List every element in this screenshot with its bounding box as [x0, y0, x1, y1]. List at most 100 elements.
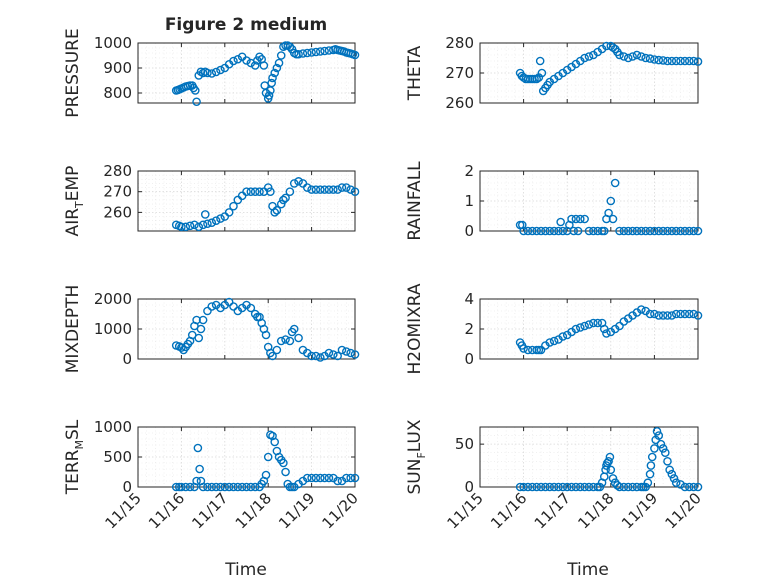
panel-7-data-point — [320, 473, 329, 483]
panel-3: 260 270 280 AIRTEMP — [63, 162, 360, 236]
panel-4-data-point — [667, 226, 677, 236]
panel-8-data-point — [647, 452, 657, 462]
panel-4-data-point — [615, 226, 624, 236]
panel-6-data-point — [676, 309, 685, 319]
panel-4-data-point — [580, 214, 589, 224]
panel-1-ytick-label: 1000 — [94, 34, 132, 52]
panel-2-data-point — [641, 53, 650, 63]
panel-1-data-point — [267, 78, 276, 88]
panel-2-axes-box — [479, 42, 699, 104]
panel-7-data-point — [224, 482, 234, 492]
panel-5-data-point — [281, 335, 290, 344]
panel-1-data-point — [298, 49, 308, 58]
panel-6-y-axis-label: H2OMIXRA — [405, 283, 425, 374]
panel-4-ytick-label: 1 — [464, 192, 474, 210]
panel-7-data-point — [171, 482, 181, 492]
panel-3-data-point — [242, 187, 251, 196]
panel-6-data-point — [615, 321, 624, 331]
panel-6-data-point — [684, 309, 694, 319]
panel-7-data-point — [270, 437, 280, 447]
panel-4-series — [515, 178, 703, 236]
panel-8-data-point — [610, 478, 620, 488]
panel-8-data-point — [676, 480, 685, 489]
panel-6-data-point — [549, 336, 559, 346]
panel-4-data-point — [604, 208, 613, 218]
panel-8-data-point — [663, 456, 672, 466]
panel-7-data-point — [261, 470, 271, 480]
panel-4-data-point — [589, 226, 598, 236]
panel-3-data-point — [337, 183, 347, 192]
panel-3-data-point — [194, 222, 204, 232]
panel-7-axes-box — [137, 426, 356, 488]
panel-7-data-point — [207, 482, 217, 492]
panel-4-data-point — [632, 226, 642, 236]
panel-8-xtick-label: 11/16 — [487, 489, 530, 532]
panel-7-data-point — [350, 473, 360, 483]
panel-4-data-point — [558, 226, 568, 236]
panel-8-data-point — [628, 482, 637, 492]
panel-2-data-point — [580, 53, 589, 63]
panel-7-data-point — [237, 482, 247, 492]
panel-4-data-point — [680, 226, 690, 236]
panel-4-data-point — [523, 226, 533, 236]
panel-7-data-point — [229, 482, 238, 492]
panel-2-ytick-label: 270 — [445, 64, 474, 82]
panel-1-data-point — [264, 91, 274, 100]
panel-8-data-point — [615, 482, 624, 492]
panel-3-data-point — [224, 208, 234, 217]
panel-6-data-point — [680, 309, 690, 319]
panel-6-data-point — [645, 309, 655, 319]
panel-5-data-point — [328, 350, 338, 359]
panel-8-data-point — [575, 482, 585, 492]
panel-7-data-point — [246, 482, 256, 492]
panel-3-data-point — [263, 183, 273, 192]
panel-7-data-point — [192, 476, 201, 486]
panel-4-data-point — [676, 226, 685, 236]
panel-4-axes-box — [479, 170, 699, 232]
panel-2-data-point — [632, 50, 642, 60]
panel-8-ytick-label: 0 — [464, 478, 474, 496]
panel-8-xtick-label: 11/17 — [531, 489, 574, 532]
panel-8-data-point — [558, 482, 568, 492]
panel-8-data-point — [689, 482, 698, 492]
x-axis-label-right: Time — [566, 560, 609, 580]
panel-8-xtick-label: 11/20 — [662, 489, 705, 532]
panel-5-ytick-label: 0 — [122, 350, 132, 368]
panel-4-data-point — [693, 226, 703, 236]
panel-3-data-point — [279, 195, 288, 205]
panel-7-data-point — [220, 482, 230, 492]
panel-4-data-point — [671, 226, 681, 236]
panel-4-data-point — [573, 226, 583, 236]
panel-1-data-point — [302, 48, 312, 58]
panel-1-data-point — [207, 69, 217, 78]
panel-8-data-point — [665, 465, 674, 475]
panel-2-data-point — [689, 56, 698, 66]
panel-3-data-point — [289, 179, 299, 188]
panel-3-data-point — [207, 218, 217, 228]
panel-2-data-point — [537, 68, 547, 78]
panel-1: 800 900 1000 PRESSURE — [63, 28, 360, 118]
panel-6-data-point — [654, 311, 664, 320]
panel-5-data-point — [350, 350, 360, 359]
panel-8-data-point — [605, 452, 615, 462]
panel-6-ytick-label: 0 — [464, 350, 474, 368]
panel-4-data-point — [689, 226, 698, 236]
panel-6-data-point — [593, 318, 603, 328]
panel-6: 0 2 4 H2OMIXRA — [405, 283, 703, 375]
panel-8-data-point — [623, 482, 633, 492]
panel-8-data-point — [549, 482, 559, 492]
panel-5-data-point — [268, 351, 277, 361]
panel-2-ytick-label: 260 — [445, 94, 474, 112]
panel-7-series — [171, 430, 360, 492]
panel-2-data-point — [650, 55, 659, 64]
panel-8-data-point — [595, 482, 605, 492]
panel-3-data-point — [315, 185, 325, 194]
panel-7-data-point — [198, 482, 208, 492]
panel-5-data-point — [294, 333, 303, 343]
panel-5-data-point — [198, 315, 208, 325]
panel-2: 260 270 280 THETA — [405, 34, 703, 112]
panel-6-data-point — [650, 309, 659, 319]
panel-6-data-point — [689, 309, 698, 319]
panel-4-data-point — [623, 226, 633, 236]
panel-4-data-point — [608, 214, 618, 224]
